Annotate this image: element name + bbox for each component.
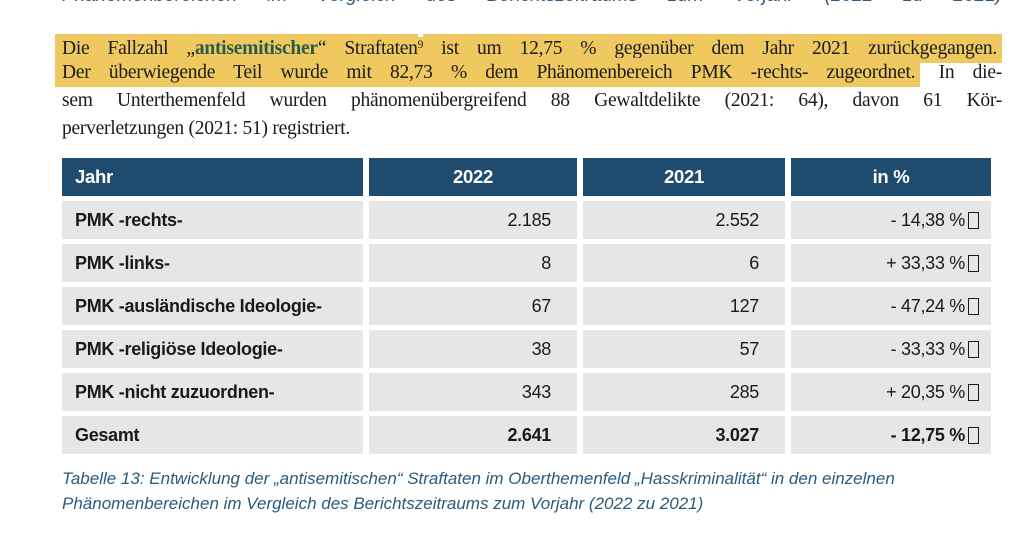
table-header-row: Jahr 2022 2021 in % [62,158,991,196]
value-2022: 67 [369,287,577,325]
text-segment: perverletzungen (2021: 51) registriert. [62,118,351,139]
missing-glyph-box [968,340,979,358]
row-label: Gesamt [62,416,363,454]
value-percent: - 33,33 % [791,330,991,368]
paragraph-line: sem Unterthemenfeld wurden phänomenüberg… [62,87,1002,115]
row-label: PMK -ausländische Ideologie- [62,287,363,325]
value-2021: 6 [583,244,785,282]
value-2021: 2.552 [583,201,785,239]
value-2021: 3.027 [583,416,785,454]
cropped-heading-text: Phänomenbereichen im Vergleich des Beric… [62,0,1002,7]
paragraph-line: Der überwiegende Teil wurde mit 82,73 % … [55,58,1003,87]
table: Jahr 2022 2021 in % PMK -rechts- 2.185 2.552- … [62,158,991,459]
value-2022: 2.185 [369,201,577,239]
caption-line: Phänomenbereichen im Vergleich des Beric… [62,494,704,513]
missing-glyph-box [968,254,979,272]
missing-glyph-box [968,383,979,401]
paragraph-line: perverletzungen (2021: 51) registriert. [62,115,1002,143]
value-percent: + 33,33 % [791,244,991,282]
row-label: PMK -religiöse Ideologie- [62,330,363,368]
paragraph: Die Fallzahl „antisemitischer“ Straftate… [55,31,1003,143]
value-2022: 38 [369,330,577,368]
table-caption: Tabelle 13: Entwicklung der „antisemitis… [62,466,1012,516]
missing-glyph-box [968,426,979,444]
row-label: PMK -rechts- [62,201,363,239]
value-percent: - 12,75 % [791,416,991,454]
column-header: 2021 [583,158,785,196]
value-2022: 8 [369,244,577,282]
missing-glyph-box [968,297,979,315]
table-row: PMK -ausländische Ideologie- 67 127- 47,24… [62,287,991,325]
value-2021: 127 [583,287,785,325]
table-row: PMK -nicht zuzuordnen- 343 285 + 20,35 % [62,373,991,411]
text-segment: sem Unterthemenfeld wurden phänomenüberg… [62,90,1002,111]
missing-glyph-box [968,211,979,229]
value-percent: - 14,38 % [791,201,991,239]
footnote-marker: 9 [417,37,423,61]
caption-line: Tabelle 13: Entwicklung der „antisemitis… [62,469,895,488]
text-segment: Der überwiegende Teil wurde mit 82,73 % … [55,58,921,87]
paragraph-line: Die Fallzahl „antisemitischer“ Straftate… [55,31,1003,63]
column-header: Jahr [62,158,363,196]
value-percent: + 20,35 % [791,373,991,411]
text-segment: In die- [920,62,1003,83]
column-header: in % [791,158,991,196]
table-row: Gesamt 2.641 3.027- 12,75 % [62,416,991,454]
value-2022: 2.641 [369,416,577,454]
value-percent: - 47,24 % [791,287,991,325]
value-2022: 343 [369,373,577,411]
table-row: PMK -religiöse Ideologie- 38 57- 33,33 % [62,330,991,368]
row-label: PMK -nicht zuzuordnen- [62,373,363,411]
value-2021: 285 [583,373,785,411]
value-2021: 57 [583,330,785,368]
column-header: 2022 [369,158,577,196]
table-row: PMK -links- 8 6 + 33,33 % [62,244,991,282]
cropped-heading-strip: Phänomenbereichen im Vergleich des Beric… [62,0,1010,9]
table-row: PMK -rechts- 2.185 2.552- 14,38 % [62,201,991,239]
row-label: PMK -links- [62,244,363,282]
